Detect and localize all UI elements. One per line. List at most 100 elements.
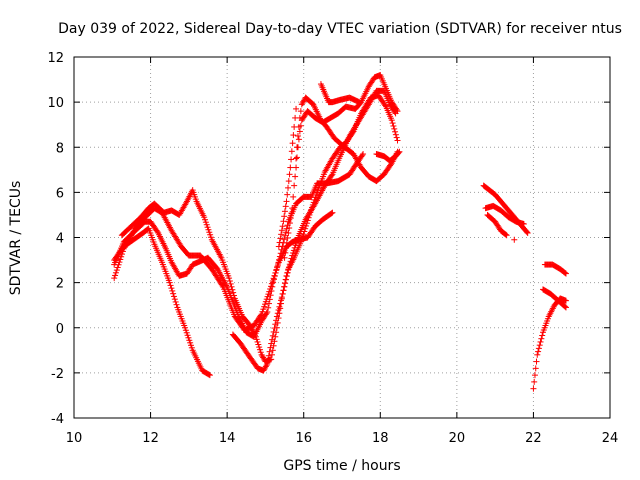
data-point: [535, 345, 542, 352]
data-point: [273, 317, 280, 324]
data-point: [562, 270, 569, 277]
data-point: [187, 342, 194, 349]
data-point: [281, 208, 288, 215]
data-point: [392, 128, 399, 135]
data-point: [290, 132, 297, 139]
data-point: [311, 202, 318, 209]
data-point: [282, 203, 289, 210]
data-point: [283, 272, 290, 279]
data-point: [395, 149, 402, 156]
data-point: [203, 221, 210, 228]
data-point: [154, 228, 161, 235]
plot-frame: [73, 56, 611, 419]
data-point: [290, 193, 297, 200]
data-point: [280, 287, 287, 294]
data-point: [285, 229, 292, 236]
data-point: [285, 184, 292, 191]
data-point: [229, 286, 236, 293]
data-point: [169, 287, 176, 294]
x-tick-label: 18: [372, 431, 389, 446]
y-tick-label: 0: [56, 322, 64, 337]
data-point: [279, 223, 286, 230]
data-point: [254, 338, 261, 345]
data-point: [272, 321, 279, 328]
data-point: [230, 292, 237, 299]
data-point: [275, 307, 282, 314]
data-point: [266, 296, 273, 303]
data-point: [276, 253, 283, 260]
data-point: [226, 278, 233, 285]
x-tick-label: 14: [219, 431, 236, 446]
data-point: [260, 306, 267, 313]
data-point: [267, 344, 274, 351]
data-point: [285, 267, 292, 274]
x-tick-label: 22: [525, 431, 542, 446]
data-point: [202, 219, 209, 226]
data-point: [291, 182, 298, 189]
data-point: [537, 338, 544, 345]
data-point: [185, 334, 192, 341]
data-point: [207, 234, 214, 241]
data-point: [392, 131, 399, 138]
data-point: [286, 261, 293, 268]
data-point: [293, 164, 300, 171]
data-point: [533, 358, 540, 365]
data-point: [396, 148, 403, 155]
data-point: [284, 269, 291, 276]
data-point: [167, 282, 174, 289]
data-point: [296, 128, 303, 135]
plot-area: [111, 72, 569, 392]
data-point: [278, 227, 285, 234]
data-point: [394, 137, 401, 144]
y-tick-label: -2: [51, 367, 64, 382]
data-point: [270, 328, 277, 335]
y-tick-label: 2: [56, 277, 64, 292]
x-tick-label: 16: [295, 431, 312, 446]
data-point: [299, 233, 306, 240]
data-point: [295, 136, 302, 143]
data-point: [328, 172, 335, 179]
data-point: [268, 340, 275, 347]
data-point: [114, 264, 121, 271]
data-point: [281, 236, 288, 243]
data-point: [182, 327, 189, 334]
data-point: [272, 269, 279, 276]
data-point: [502, 231, 509, 238]
data-point: [297, 122, 304, 129]
data-point: [328, 210, 335, 217]
data-point: [534, 351, 541, 358]
data-point: [282, 229, 289, 236]
x-tick-label: 12: [142, 431, 159, 446]
chart-title: Day 039 of 2022, Sidereal Day-to-day VTE…: [58, 21, 622, 37]
data-point: [293, 105, 300, 112]
data-point: [538, 335, 545, 342]
data-point: [276, 303, 283, 310]
data-point: [562, 297, 569, 304]
data-point: [265, 300, 272, 307]
data-point: [270, 279, 277, 286]
data-point: [267, 292, 274, 299]
data-point: [264, 308, 271, 315]
data-point: [294, 144, 301, 151]
data-point: [207, 231, 214, 238]
data-point: [293, 239, 300, 246]
data-point: [532, 365, 539, 372]
data-point: [173, 301, 180, 308]
data-point: [288, 148, 295, 155]
data-point: [206, 372, 213, 379]
data-point: [275, 260, 282, 267]
data-point: [302, 225, 309, 232]
data-point: [278, 294, 285, 301]
data-point: [281, 280, 288, 287]
data-point: [264, 360, 271, 367]
y-tick-label: -4: [51, 412, 64, 427]
data-point: [256, 344, 263, 351]
data-point: [183, 329, 190, 336]
data-point: [294, 237, 301, 244]
data-point: [271, 273, 278, 280]
data-point: [113, 267, 120, 274]
data-point: [530, 385, 537, 392]
data-point: [268, 351, 275, 358]
data-point: [290, 249, 297, 256]
